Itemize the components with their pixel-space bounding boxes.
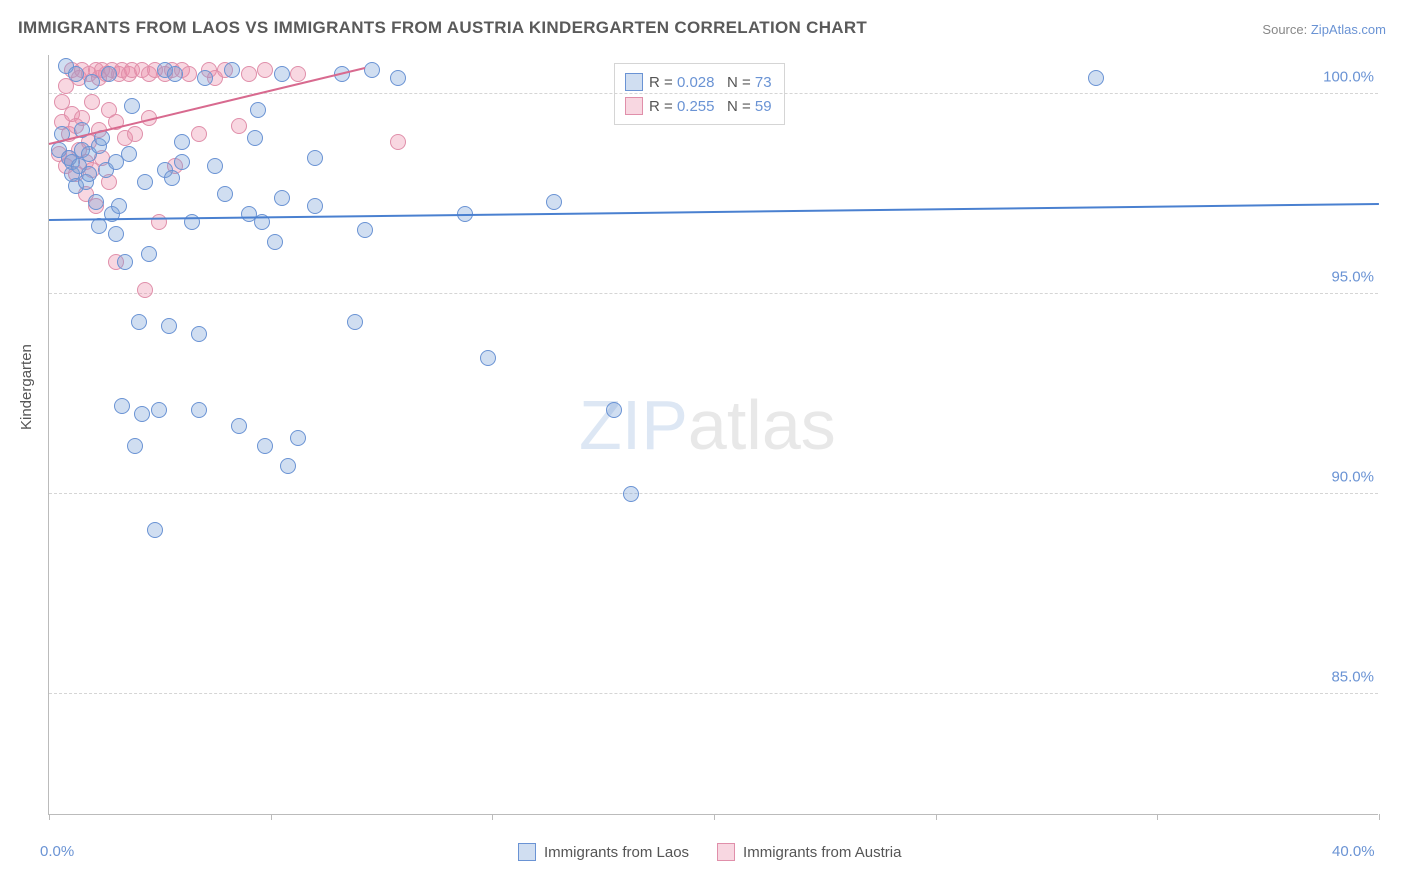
legend-swatch [518,843,536,861]
series-name: Immigrants from Austria [743,844,901,861]
data-point [121,146,137,162]
data-point [280,458,296,474]
x-axis-min-label: 0.0% [40,843,74,860]
x-tick [271,814,272,820]
data-point [117,254,133,270]
data-point [191,402,207,418]
series-legend-item: Immigrants from Austria [717,843,901,861]
data-point [167,66,183,82]
data-point [307,150,323,166]
y-axis-label: Kindergarten [18,344,35,430]
data-point [131,314,147,330]
data-point [357,222,373,238]
data-point [290,66,306,82]
data-point [546,194,562,210]
scatter-plot-area: ZIPatlas R = 0.028 N = 73 R = 0.255 N = 5… [48,55,1378,815]
data-point [274,190,290,206]
data-point [241,66,257,82]
data-point [151,214,167,230]
legend-swatch [625,73,643,91]
data-point [151,402,167,418]
y-tick-label: 95.0% [1331,269,1380,286]
data-point [257,62,273,78]
data-point [101,66,117,82]
legend-swatch [717,843,735,861]
series-legend-item: Immigrants from Laos [518,843,689,861]
data-point [81,166,97,182]
data-point [224,62,240,78]
data-point [114,398,130,414]
data-point [250,102,266,118]
data-point [274,66,290,82]
legend-row: R = 0.028 N = 73 [625,70,772,94]
y-tick-label: 85.0% [1331,669,1380,686]
data-point [231,418,247,434]
data-point [108,226,124,242]
y-tick-label: 100.0% [1323,69,1380,86]
legend-row: R = 0.255 N = 59 [625,94,772,118]
data-point [134,406,150,422]
data-point [623,486,639,502]
data-point [174,154,190,170]
x-tick [936,814,937,820]
data-point [247,130,263,146]
source-link[interactable]: ZipAtlas.com [1311,22,1386,37]
data-point [257,438,273,454]
data-point [141,246,157,262]
legend-stats: R = 0.255 N = 59 [649,98,772,115]
data-point [307,198,323,214]
x-axis-max-label: 40.0% [1332,843,1375,860]
data-point [84,74,100,90]
data-point [390,134,406,150]
data-point [111,198,127,214]
data-point [147,522,163,538]
data-point [364,62,380,78]
series-legend: Immigrants from Laos Immigrants from Aust… [518,843,901,861]
data-point [164,170,180,186]
legend-stats: R = 0.028 N = 73 [649,74,772,91]
data-point [207,158,223,174]
legend-swatch [625,97,643,115]
gridline [49,693,1378,694]
source-label: Source: [1262,22,1307,37]
data-point [347,314,363,330]
data-point [1088,70,1104,86]
data-point [124,98,140,114]
data-point [68,66,84,82]
data-point [137,282,153,298]
data-point [127,438,143,454]
data-point [197,70,213,86]
data-point [217,186,233,202]
data-point [290,430,306,446]
data-point [127,126,143,142]
data-point [174,134,190,150]
series-name: Immigrants from Laos [544,844,689,861]
data-point [191,326,207,342]
x-tick [492,814,493,820]
data-point [88,194,104,210]
data-point [84,94,100,110]
gridline [49,493,1378,494]
gridline [49,293,1378,294]
watermark: ZIPatlas [579,385,836,465]
data-point [390,70,406,86]
data-point [606,402,622,418]
source-attribution: Source: ZipAtlas.com [1262,22,1386,37]
x-tick [49,814,50,820]
data-point [191,126,207,142]
data-point [480,350,496,366]
correlation-legend: R = 0.028 N = 73 R = 0.255 N = 59 [614,63,785,125]
data-point [161,318,177,334]
x-tick [1379,814,1380,820]
x-tick [1157,814,1158,820]
data-point [267,234,283,250]
watermark-atlas: atlas [688,386,836,464]
data-point [231,118,247,134]
y-tick-label: 90.0% [1331,469,1380,486]
chart-title: IMMIGRANTS FROM LAOS VS IMMIGRANTS FROM … [18,18,867,38]
data-point [137,174,153,190]
x-tick [714,814,715,820]
watermark-zip: ZIP [579,386,688,464]
